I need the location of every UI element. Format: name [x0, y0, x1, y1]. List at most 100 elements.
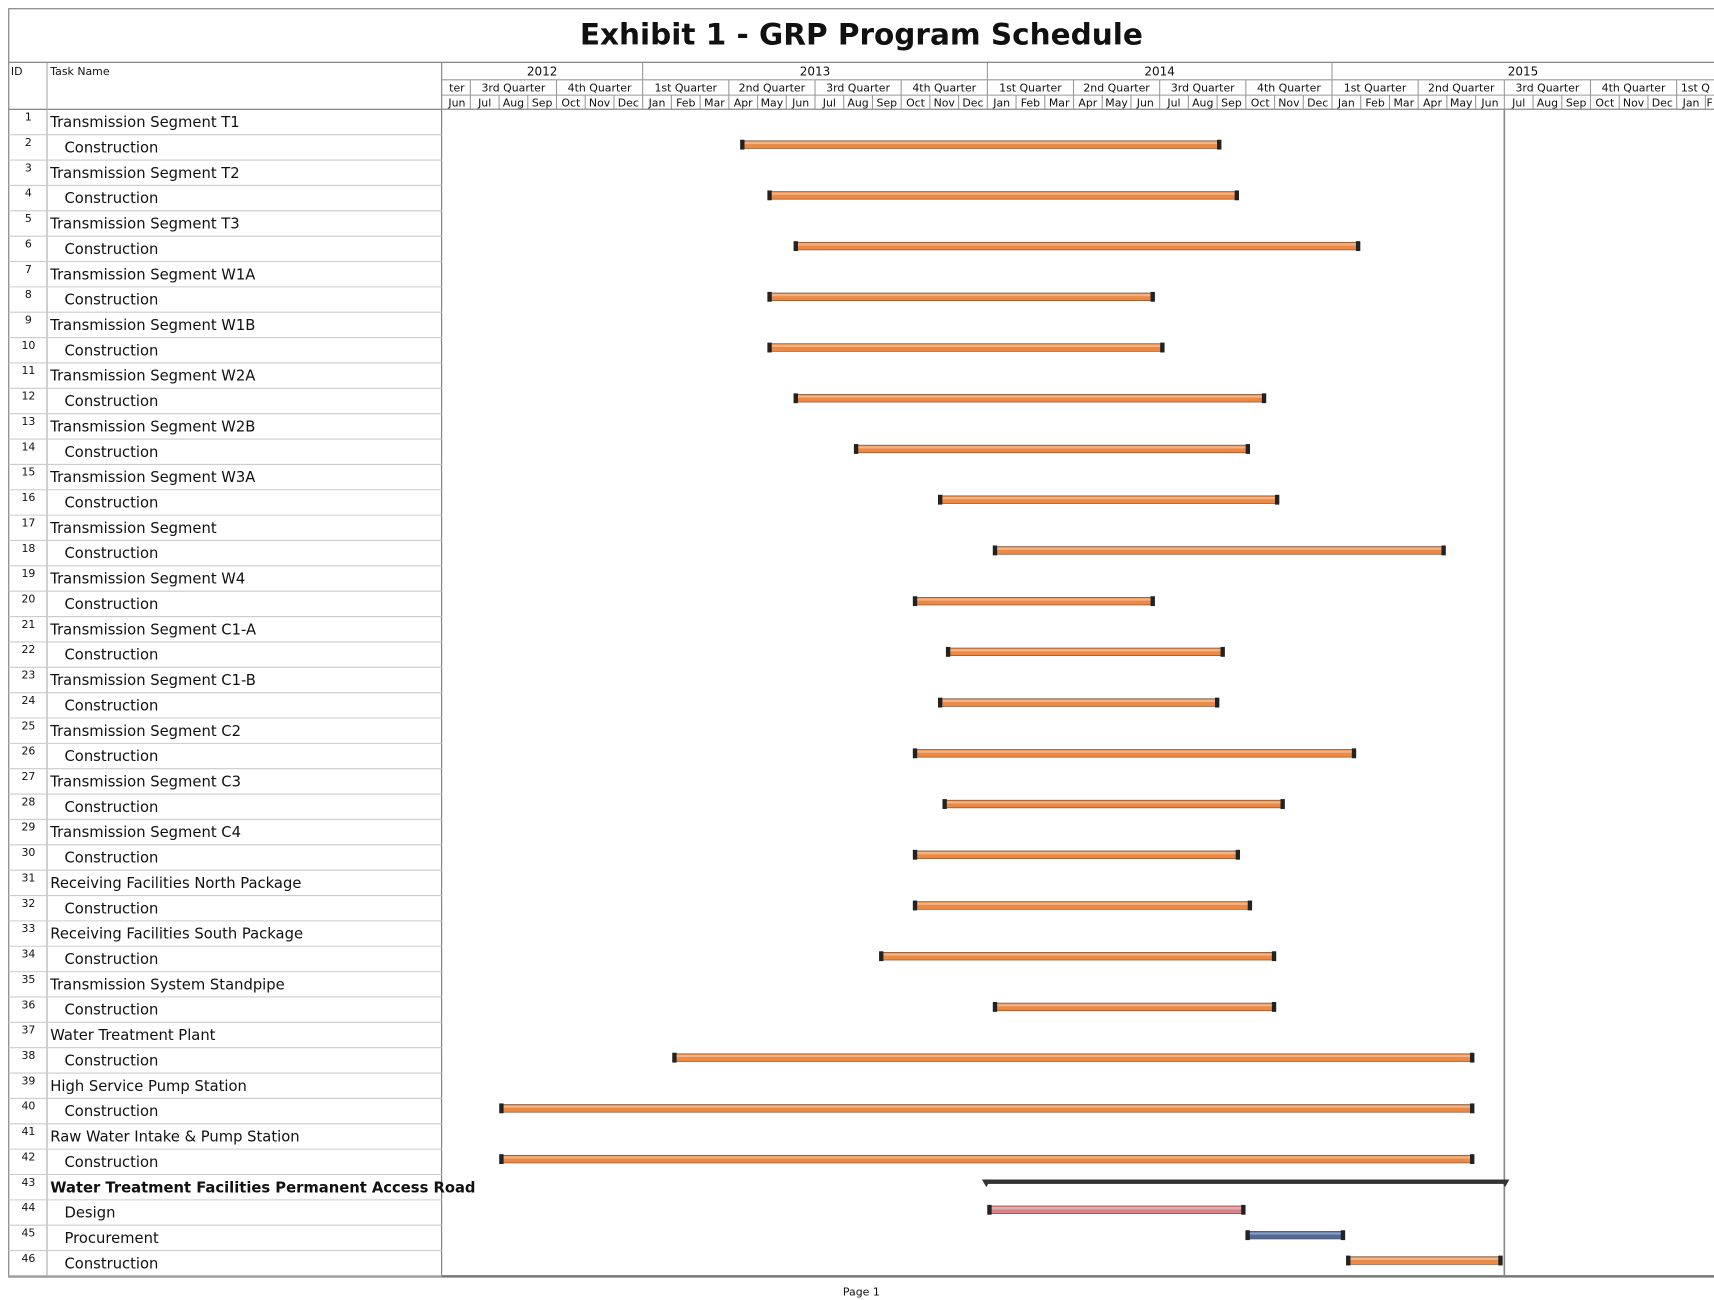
timescale-label: Dec — [962, 96, 983, 109]
timescale-label: Sep — [1221, 96, 1242, 109]
task-id: 4 — [25, 187, 32, 200]
bar-highlight — [768, 192, 1238, 195]
task-name: Procurement — [64, 1230, 158, 1247]
bar-cap — [1245, 1230, 1250, 1241]
task-name: Construction — [64, 1002, 158, 1019]
timescale-label: Apr — [1423, 96, 1442, 109]
task-id: 1 — [25, 111, 32, 124]
timescale-label: 2nd Quarter — [1083, 82, 1150, 95]
task-name: Transmission System Standpipe — [49, 976, 284, 993]
timescale-label: Feb — [1365, 96, 1384, 109]
task-id: 10 — [21, 339, 35, 352]
task-name: Construction — [64, 495, 158, 512]
bar-cap — [937, 494, 943, 505]
task-id: 45 — [21, 1227, 35, 1240]
bar-cap — [1247, 900, 1253, 911]
timescale-label: 1st Quarter — [654, 82, 717, 95]
task-id: 30 — [21, 846, 35, 859]
timescale-label: 4th Quarter — [1602, 82, 1666, 95]
task-id: 9 — [25, 314, 32, 327]
page-frame — [8, 8, 1714, 1278]
timescale-label: 3rd Quarter — [826, 82, 890, 95]
task-id: 34 — [21, 948, 35, 961]
task-name: Water Treatment Facilities Permanent Acc… — [50, 1179, 475, 1196]
timescale-label: Dec — [1307, 96, 1328, 109]
task-id: 38 — [21, 1049, 35, 1062]
bar-cap — [1220, 646, 1225, 657]
task-name: Transmission Segment C1-B — [49, 672, 256, 689]
task-name: Construction — [64, 342, 158, 359]
bar-cap — [767, 190, 772, 201]
task-id: 16 — [21, 491, 35, 504]
task-id: 35 — [21, 973, 35, 986]
bar-highlight — [988, 1207, 1245, 1210]
bar-cap — [793, 393, 798, 404]
bar-highlight — [993, 547, 1445, 550]
task-id: 24 — [21, 694, 35, 707]
bar-cap — [1217, 139, 1222, 150]
timescale-label: Jan — [992, 96, 1010, 109]
task-id: 26 — [21, 745, 35, 758]
bar-highlight — [768, 344, 1164, 347]
task-name: Transmission Segment W4 — [49, 571, 245, 588]
timescale-label: Oct — [1595, 96, 1615, 109]
timescale-label: Apr — [1078, 96, 1097, 109]
task-id: 37 — [21, 1024, 35, 1037]
task-id: 39 — [21, 1074, 35, 1087]
bar-highlight — [500, 1156, 1474, 1159]
bar-cap — [1214, 697, 1220, 708]
bar-highlight — [854, 446, 1249, 449]
bar-cap — [945, 646, 951, 657]
bar-cap — [1271, 951, 1277, 962]
task-id: 29 — [21, 821, 35, 834]
task-name: Construction — [64, 1103, 158, 1120]
task-name: Transmission Segment W2B — [49, 418, 255, 435]
task-id: 18 — [21, 542, 35, 555]
task-name: Construction — [64, 647, 158, 664]
timescale-label: Jul — [1511, 96, 1525, 109]
bar-cap — [672, 1052, 677, 1063]
bar-cap — [992, 545, 998, 556]
bar-highlight — [1347, 1257, 1502, 1260]
task-id: 12 — [21, 390, 35, 403]
task-id: 42 — [21, 1150, 35, 1163]
task-id: 22 — [21, 643, 35, 656]
bar-cap — [499, 1154, 504, 1165]
bar-cap — [1355, 241, 1361, 252]
bar-cap — [937, 697, 943, 708]
task-name: Transmission Segment — [49, 520, 217, 537]
timescale-label: Aug — [1537, 96, 1558, 109]
task-id: 44 — [21, 1201, 35, 1214]
bar-cap — [992, 1002, 998, 1012]
bar-cap — [1470, 1103, 1475, 1114]
bar-highlight — [880, 953, 1276, 956]
bar-cap — [1261, 393, 1267, 404]
task-name: Transmission Segment W1B — [49, 317, 255, 334]
task-name: Transmission Segment T2 — [49, 165, 239, 182]
bar-cap — [1441, 545, 1446, 556]
timescale-label: Jul — [822, 96, 836, 109]
timescale-label: Oct — [1251, 96, 1271, 109]
timescale-label: May — [1105, 96, 1128, 109]
bar-cap — [1271, 1002, 1277, 1012]
task-id: 25 — [21, 719, 35, 732]
bar-cap — [912, 596, 918, 607]
task-name: Construction — [64, 850, 158, 867]
timescale-label: 2012 — [527, 65, 558, 79]
task-name: Transmission Segment T3 — [49, 216, 239, 233]
task-name: Receiving Facilities North Package — [50, 875, 301, 892]
timescale-label: Mar — [1049, 96, 1070, 109]
bar-highlight — [741, 141, 1221, 145]
task-name: Transmission Segment C1-A — [49, 621, 256, 638]
timescale-label: 1st Quarter — [999, 82, 1062, 95]
task-id: 36 — [21, 998, 35, 1011]
bar-cap — [793, 241, 798, 252]
timescale-label: Nov — [1278, 96, 1300, 109]
task-name: Design — [64, 1205, 115, 1222]
task-id: 40 — [21, 1100, 35, 1113]
bar-highlight — [943, 801, 1284, 804]
timescale-label: 2014 — [1144, 65, 1175, 79]
task-name: Construction — [64, 545, 158, 562]
task-name: Transmission Segment W3A — [49, 469, 255, 486]
